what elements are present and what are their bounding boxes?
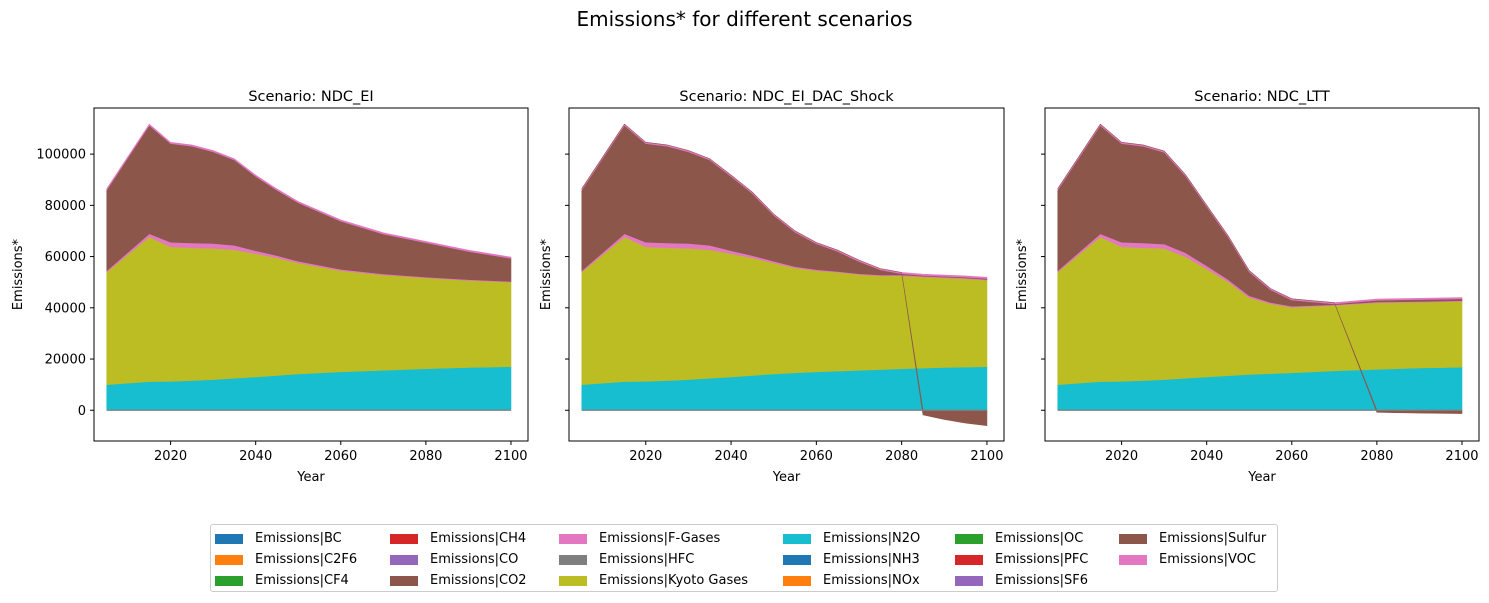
legend-swatch [783,554,811,565]
legend-item: Emissions|BC [215,528,357,549]
x-tick-label: 2040 [1190,449,1223,464]
legend-item: Emissions|CO2 [390,570,527,591]
legend-label: Emissions|CF4 [255,573,349,588]
legend: Emissions|BC Emissions|C2F6 Emissions|CF… [210,524,1278,592]
legend-label: Emissions|CO2 [430,573,527,588]
legend-item: Emissions|VOC [1119,549,1266,570]
legend-swatch [559,533,587,544]
legend-swatch [215,533,243,544]
x-axis-label: Year [772,470,801,485]
legend-swatch [1119,533,1147,544]
legend-swatch [1119,554,1147,565]
legend-item: Emissions|N2O [783,528,920,549]
legend-label: Emissions|N2O [823,531,921,546]
legend-item: Emissions|C2F6 [215,549,357,570]
legend-label: Emissions|NOx [823,573,920,588]
legend-column: Emissions|F-Gases Emissions|HFC Emission… [559,528,748,591]
panel-title: Scenario: NDC_LTT [1194,89,1330,105]
plot-frame [1044,107,1480,442]
legend-swatch [559,575,587,586]
x-tick-label: 2100 [970,449,1003,464]
legend-label: Emissions|F-Gases [599,531,721,546]
y-axis-label: Emissions* [1015,238,1030,310]
x-tick-label: 2040 [239,449,272,464]
x-tick-label: 2060 [324,449,357,464]
legend-item: Emissions|HFC [559,549,748,570]
x-axis-label: Year [1247,470,1276,485]
legend-item: Emissions|PFC [955,549,1088,570]
legend-swatch [390,554,418,565]
x-tick-label: 2020 [629,449,662,464]
legend-column: Emissions|CH4 Emissions|CO Emissions|CO2 [390,528,527,591]
y-tick-label: 100000 [36,148,86,163]
x-tick-label: 2060 [800,449,833,464]
y-tick-label: 40000 [45,301,86,316]
y-axis-label: Emissions* [11,238,26,310]
legend-item: Emissions|Sulfur [1119,528,1266,549]
y-tick-label: 60000 [45,250,86,265]
x-tick-label: 2080 [1360,449,1393,464]
legend-item: Emissions|Kyoto Gases [559,570,748,591]
x-tick-label: 2060 [1275,449,1308,464]
panel-title: Scenario: NDC_EI_DAC_Shock [679,89,894,105]
x-tick-label: 2080 [885,449,918,464]
legend-swatch [390,575,418,586]
legend-label: Emissions|BC [255,531,342,546]
legend-swatch [215,575,243,586]
legend-column: Emissions|OC Emissions|PFC Emissions|SF6 [955,528,1088,591]
legend-label: Emissions|CO [430,552,519,567]
figure-title: Emissions* for different scenarios [576,7,913,31]
legend-label: Emissions|PFC [995,552,1089,567]
legend-label: Emissions|OC [995,531,1084,546]
legend-column: Emissions|BC Emissions|C2F6 Emissions|CF… [215,528,357,591]
x-tick-label: 2040 [715,449,748,464]
legend-item: Emissions|OC [955,528,1088,549]
y-axis-label: Emissions* [539,238,554,310]
legend-swatch [955,575,983,586]
legend-item: Emissions|NOx [783,570,920,591]
legend-item: Emissions|CO [390,549,527,570]
legend-swatch [215,554,243,565]
legend-column: Emissions|Sulfur Emissions|VOC [1119,528,1266,570]
legend-label: Emissions|SF6 [995,573,1088,588]
legend-swatch [559,554,587,565]
legend-swatch [955,533,983,544]
area-series-voc [106,123,512,259]
legend-column: Emissions|N2O Emissions|NH3 Emissions|NO… [783,528,920,591]
legend-label: Emissions|NH3 [823,552,920,567]
legend-label: Emissions|VOC [1159,552,1256,567]
area-series-co2 [581,123,988,426]
legend-swatch [783,533,811,544]
x-axis-label: Year [296,470,325,485]
legend-label: Emissions|C2F6 [255,552,358,567]
legend-swatch [955,554,983,565]
y-tick-label: 0 [78,404,86,419]
y-tick-label: 80000 [45,199,86,214]
legend-label: Emissions|Kyoto Gases [599,573,748,588]
panel-title: Scenario: NDC_EI [248,89,373,105]
x-tick-label: 2020 [1105,449,1138,464]
x-tick-label: 2020 [154,449,187,464]
legend-swatch [783,575,811,586]
legend-label: Emissions|HFC [599,552,695,567]
legend-item: Emissions|CF4 [215,570,357,591]
plot-frame [568,107,1005,442]
x-tick-label: 2100 [494,449,527,464]
y-tick-label: 20000 [45,353,86,368]
legend-label: Emissions|Sulfur [1159,531,1267,546]
plot-frame [93,107,529,442]
legend-item: Emissions|F-Gases [559,528,748,549]
area-series-co2 [1057,123,1463,414]
legend-item: Emissions|CH4 [390,528,527,549]
legend-label: Emissions|CH4 [430,531,527,546]
area-series-kyoto-gases [1057,236,1463,385]
legend-item: Emissions|SF6 [955,570,1088,591]
x-tick-label: 2100 [1445,449,1478,464]
legend-item: Emissions|NH3 [783,549,920,570]
legend-swatch [390,533,418,544]
x-tick-label: 2080 [409,449,442,464]
